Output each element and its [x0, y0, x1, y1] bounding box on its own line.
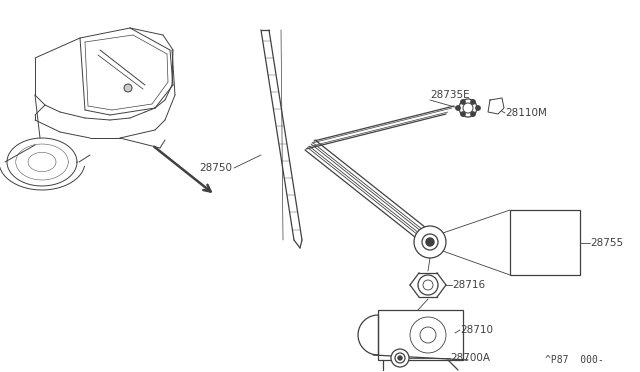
Circle shape [461, 99, 465, 105]
Text: 28755: 28755 [590, 238, 623, 248]
Text: 28750: 28750 [199, 163, 232, 173]
Circle shape [391, 349, 409, 367]
Circle shape [414, 226, 446, 258]
Text: 28710: 28710 [460, 325, 493, 335]
Circle shape [124, 84, 132, 92]
Circle shape [470, 99, 476, 105]
Text: 28716: 28716 [452, 280, 485, 290]
Text: 28700A: 28700A [450, 353, 490, 363]
Text: 28110M: 28110M [505, 108, 547, 118]
Circle shape [456, 106, 461, 110]
Circle shape [398, 356, 402, 360]
Text: ^P87  000-: ^P87 000- [545, 355, 604, 365]
Circle shape [470, 112, 476, 116]
Circle shape [476, 106, 481, 110]
Circle shape [426, 238, 434, 246]
Polygon shape [488, 98, 504, 114]
Circle shape [461, 112, 465, 116]
Text: 28735E: 28735E [430, 90, 470, 100]
Bar [510, 210, 580, 275]
Bar [378, 310, 463, 360]
